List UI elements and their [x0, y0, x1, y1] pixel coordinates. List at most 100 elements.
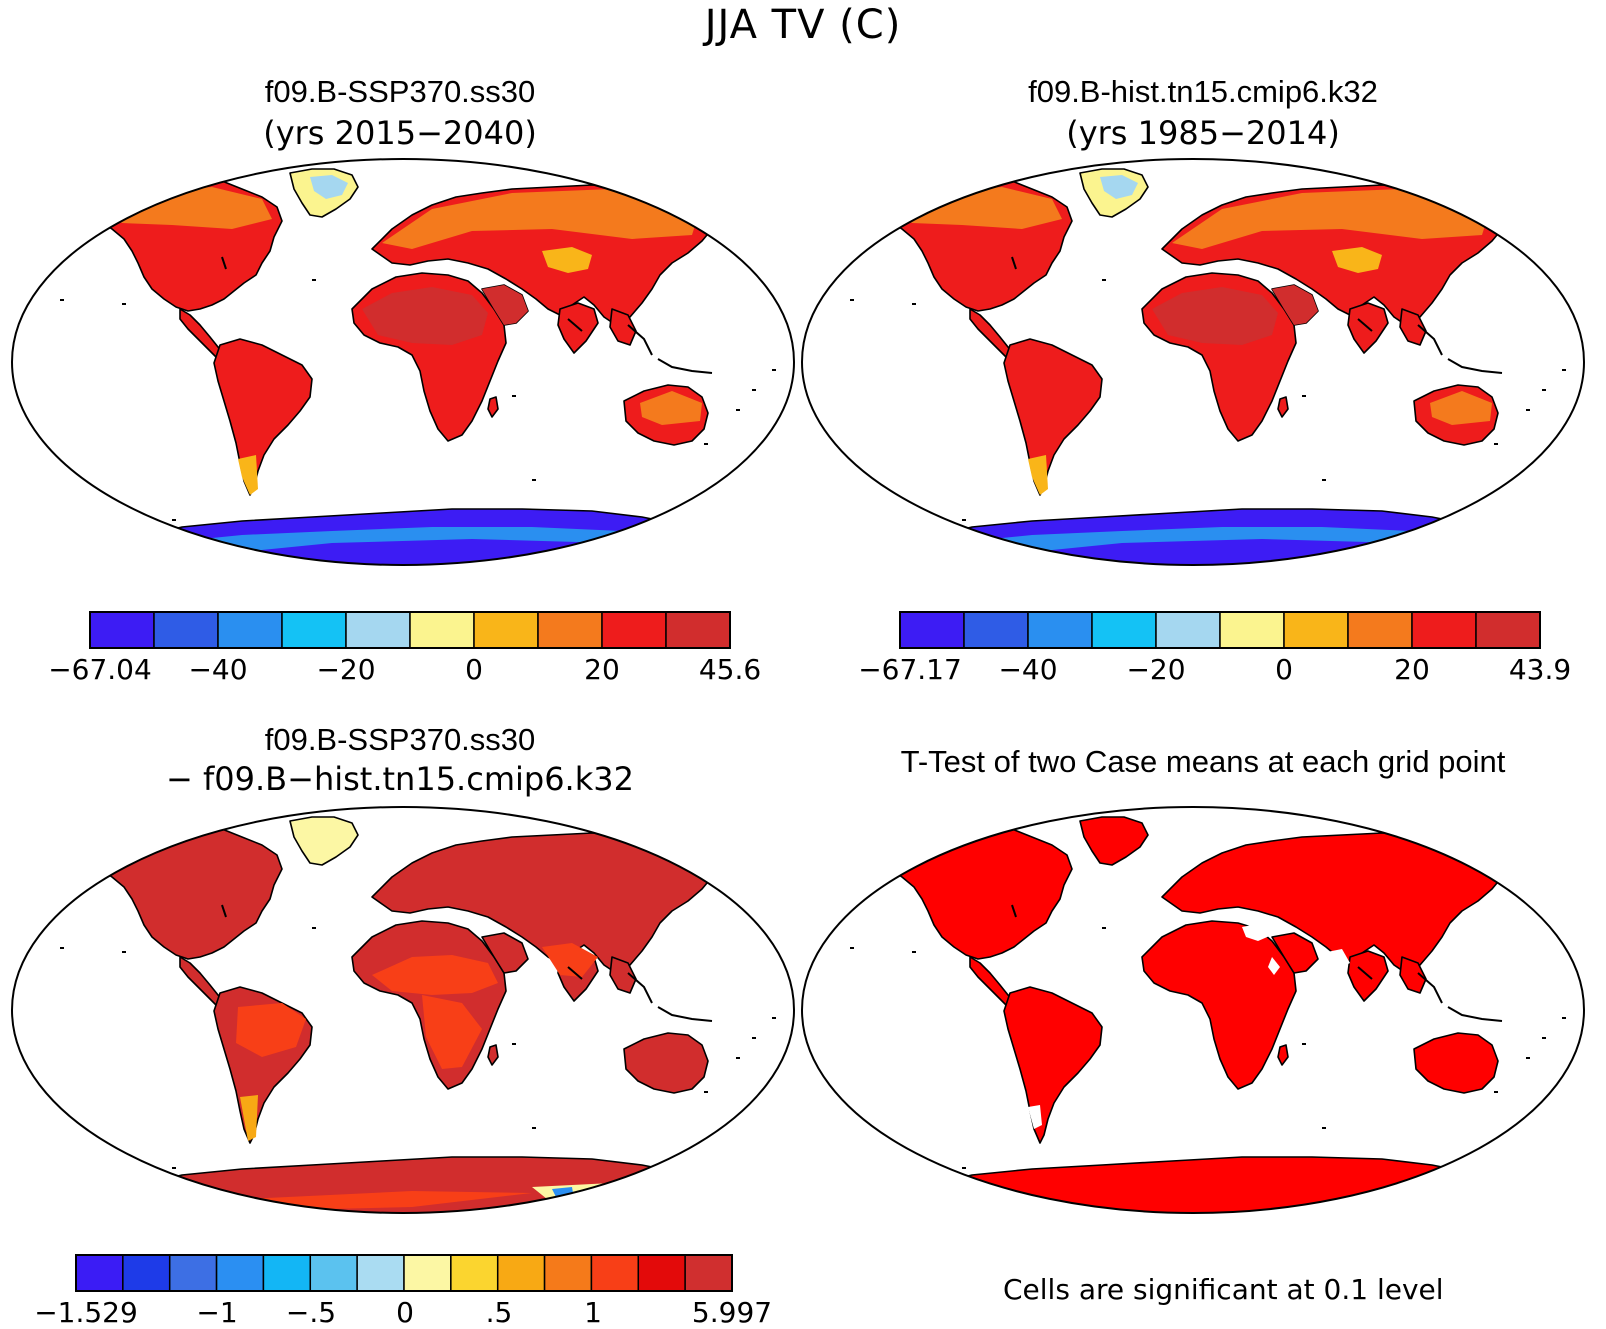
colorbar-swatch: [537, 611, 603, 649]
colorbar-swatch: [473, 611, 539, 649]
north-america: [871, 828, 1073, 960]
colorbar-swatch: [1411, 611, 1477, 649]
coast-line-4: [1011, 256, 1017, 270]
coast-line-0: [29, 202, 65, 216]
colorbar-swatch: [450, 1254, 499, 1292]
colorbar-swatch: [309, 1254, 358, 1292]
patagonia: [1028, 455, 1048, 495]
madagascar: [487, 396, 499, 418]
island-9: [532, 479, 536, 481]
colorbar-tick-label: .5: [485, 1296, 513, 1329]
colorbar-frame: [89, 611, 731, 649]
island-8: [752, 389, 756, 391]
island-2: [912, 303, 916, 305]
colorbar-tick-label: −20: [316, 653, 376, 686]
colorbar-swatch: [1347, 611, 1413, 649]
coast-line-0: [29, 850, 65, 864]
map-panel-1: [29, 168, 776, 565]
colorbar-tick-label: 43.9: [1508, 653, 1572, 686]
colorbar-swatch: [1219, 611, 1285, 649]
island-9: [532, 1127, 536, 1129]
south-asia: [542, 943, 598, 977]
significance-note: Cells are significant at 0.1 level: [1003, 1273, 1444, 1306]
australia-center: [1430, 391, 1492, 425]
insignificant-6: [1492, 855, 1506, 869]
colorbar-swatch: [1475, 611, 1541, 649]
colorbar-swatch: [168, 1254, 218, 1292]
island-3: [312, 279, 316, 281]
tibet: [542, 247, 592, 273]
island-9: [1322, 1127, 1326, 1129]
map-panel-3: [29, 816, 776, 1213]
south-america: [1003, 338, 1103, 496]
colorbar-frame: [75, 1254, 733, 1292]
sahel: [372, 955, 498, 995]
coast-line-0: [819, 202, 855, 216]
amazon: [236, 1003, 306, 1057]
colorbar-tick-label: −67.04: [48, 653, 152, 686]
island-5: [772, 369, 776, 371]
patagonia: [238, 455, 258, 495]
colorbar-3: [75, 1254, 733, 1292]
island-2: [122, 951, 126, 953]
panel2-title: f09.B-hist.tn15.cmip6.k32: [1028, 74, 1378, 109]
colorbar-swatch: [356, 1254, 405, 1292]
colorbar-swatch: [899, 611, 965, 649]
arabia: [1271, 932, 1319, 974]
central-america: [179, 956, 225, 1006]
south-america: [213, 338, 313, 496]
island-1: [60, 947, 64, 949]
island-6: [1494, 1091, 1498, 1093]
map-landmasses: [29, 816, 776, 1213]
colorbar-tick-label: −40: [188, 653, 248, 686]
colorbar-swatch: [217, 611, 283, 649]
greenland: [289, 816, 359, 866]
panel1-subtitle: (yrs 2015−2040): [263, 114, 537, 152]
colorbar-tick-label: 20: [1394, 653, 1430, 686]
island-1: [850, 947, 854, 949]
colorbar-swatch: [409, 611, 475, 649]
colorbar-swatch: [122, 1254, 171, 1292]
madagascar: [1277, 396, 1289, 418]
island-0: [842, 869, 846, 871]
island-8: [1542, 1037, 1546, 1039]
coast-line-4: [221, 256, 227, 270]
panel2-subtitle: (yrs 1985−2014): [1066, 114, 1340, 152]
colorbar-tick-label: −20: [1126, 653, 1186, 686]
north-america: [81, 828, 283, 960]
island-3: [312, 927, 316, 929]
coast-line-2: [627, 972, 653, 1004]
arabia-hot: [482, 285, 528, 325]
coast-line-3: [1447, 358, 1503, 374]
sahara: [1152, 287, 1278, 345]
colorbar-1: [89, 611, 731, 649]
coast-line-4: [1011, 904, 1017, 918]
central-america: [969, 956, 1015, 1006]
map-outline-2: [801, 158, 1585, 566]
colorbar-tick-label: −1.529: [34, 1296, 138, 1329]
island-5: [1562, 1017, 1566, 1019]
coast-line-2: [1417, 972, 1443, 1004]
coast-line-3: [657, 1006, 713, 1022]
colorbar-swatch: [403, 1254, 452, 1292]
island-0: [842, 221, 846, 223]
panel3-subtitle: − f09.B−hist.tn15.cmip6.k32: [166, 760, 634, 798]
coast-line-0: [819, 850, 855, 864]
colorbar-2: [899, 611, 1541, 649]
island-4: [1302, 395, 1306, 397]
madagascar: [1277, 1044, 1289, 1066]
colorbar-swatch: [345, 611, 411, 649]
island-7: [736, 409, 740, 411]
colorbar-swatch: [89, 611, 155, 649]
island-7: [1526, 409, 1530, 411]
island-3: [1102, 279, 1106, 281]
southeast-asia: [1399, 308, 1427, 346]
colorbar-swatch: [1155, 611, 1221, 649]
south-america: [1003, 986, 1103, 1144]
colorbar-tick-label: 1: [584, 1296, 602, 1329]
southeast-asia: [609, 956, 637, 994]
colorbar-swatch: [637, 1254, 686, 1292]
coast-line-1: [1357, 318, 1373, 332]
africa-south: [422, 995, 482, 1069]
